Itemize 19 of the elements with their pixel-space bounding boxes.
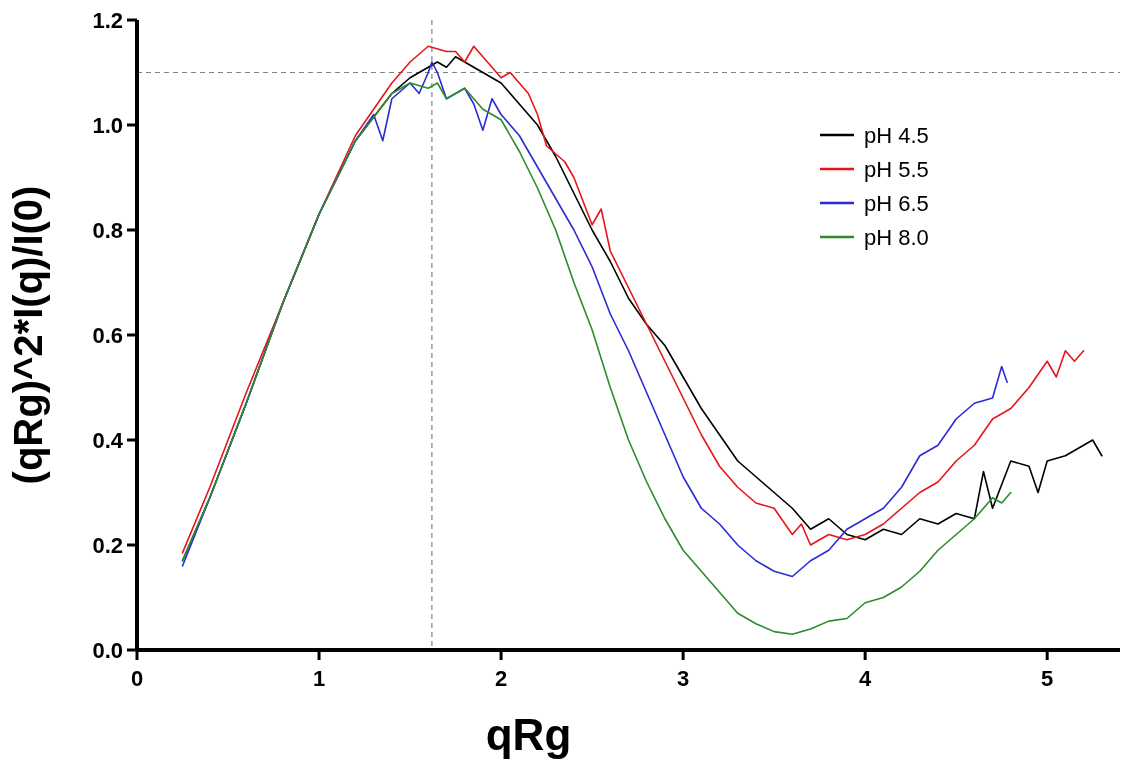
y-tick-label: 0.8 bbox=[92, 217, 123, 243]
legend-label: pH 6.5 bbox=[864, 190, 929, 216]
y-tick-label: 0.2 bbox=[92, 532, 123, 558]
legend-label: pH 5.5 bbox=[864, 156, 929, 182]
x-tick-label: 0 bbox=[130, 666, 144, 691]
legend-label: pH 8.0 bbox=[864, 224, 929, 250]
legend-label: pH 4.5 bbox=[864, 122, 929, 148]
x-axis-title: qRg bbox=[485, 710, 572, 759]
x-tick-label: 4 bbox=[859, 666, 873, 691]
y-axis-title: (qRg)^2*I(q)/I(0) bbox=[6, 185, 50, 485]
y-tick-label: 1.0 bbox=[92, 112, 123, 138]
x-tick-label: 5 bbox=[1041, 666, 1054, 691]
y-tick-label: 1.2 bbox=[92, 7, 123, 33]
y-tick-label: 0.0 bbox=[92, 637, 123, 663]
x-tick-label: 2 bbox=[494, 666, 508, 691]
y-tick-label: 0.6 bbox=[92, 322, 123, 348]
y-tick-label: 0.4 bbox=[92, 427, 124, 453]
x-tick-label: 3 bbox=[676, 666, 690, 691]
x-tick-label: 1 bbox=[312, 666, 326, 691]
